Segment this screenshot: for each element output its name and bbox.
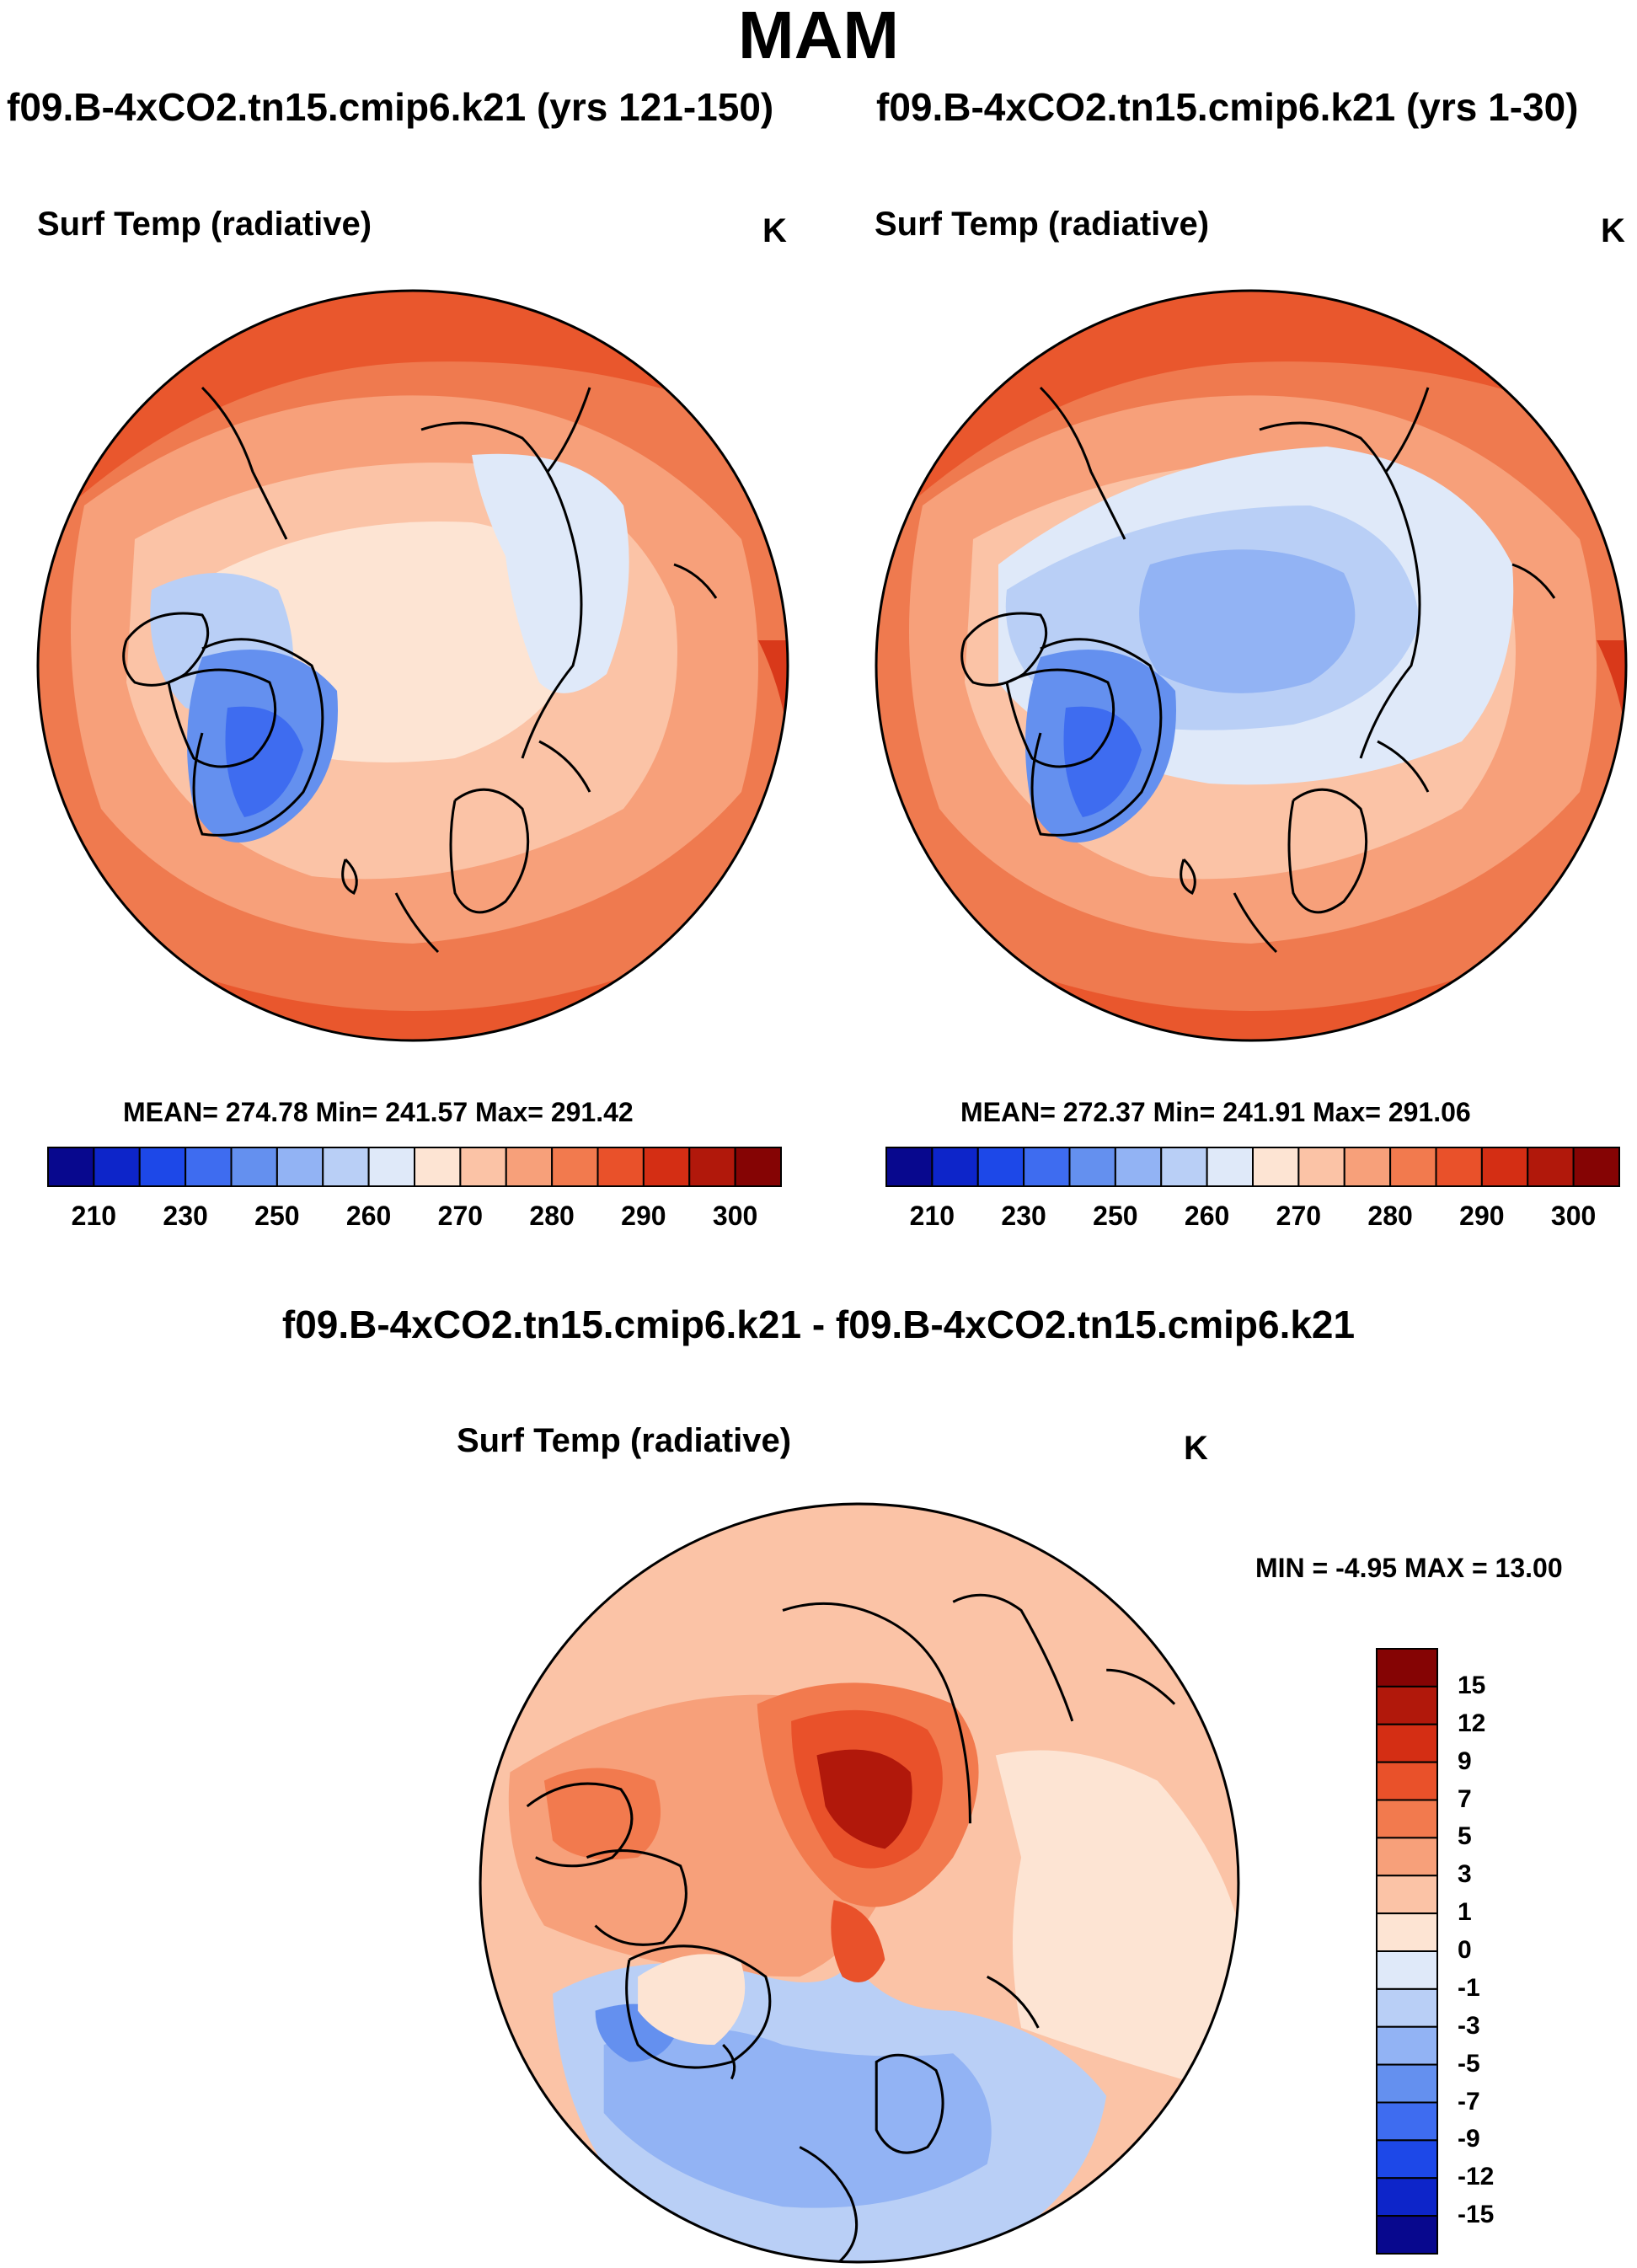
panel1-colorbar-swatch [367,1147,415,1187]
panel1-colorbar-tick-label: 290 [621,1201,666,1231]
difference-colorbar-tick-label: -1 [1458,1973,1480,2002]
panel2-colorbar-tick-label: 260 [1184,1201,1230,1231]
panel1-colorbar-swatch [596,1147,645,1187]
panel1-colorbar-tick-label: 270 [437,1201,484,1231]
panel2-colorbar-swatch [1389,1147,1437,1187]
difference-colorbar-swatch [1376,1987,1438,2028]
difference-colorbar-swatch [1376,2063,1438,2104]
panel1-stats: MEAN= 274.78 Min= 241.57 Max= 291.42 [123,1097,634,1127]
difference-colorbar-swatch [1376,1912,1438,1952]
difference-colorbar-tick-label: -7 [1458,2087,1480,2116]
difference-colorbar-tick-label: 1 [1458,1898,1472,1927]
panel1-colorbar-swatch [459,1147,507,1187]
panel2-colorbar-swatch [1343,1147,1392,1187]
panel1-colorbar-swatch [551,1147,599,1187]
difference-variable-label: Surf Temp (radiative) [457,1422,792,1459]
panel2-colorbar-tick-label: 280 [1367,1201,1413,1231]
difference-colorbar-tick-label: 9 [1458,1746,1472,1775]
difference-colorbar-tick-label: -9 [1458,2125,1480,2153]
panel1-colorbar-swatch [230,1147,278,1187]
panel1-colorbar-swatch [322,1147,370,1187]
panel1-colorbar-swatch [185,1147,233,1187]
difference-colorbar-tick-label: 3 [1458,1860,1472,1889]
difference-colorbar-tick-label: 15 [1458,1671,1486,1699]
difference-colorbar-tick-label: -15 [1458,2201,1495,2229]
difference-colorbar-swatch [1376,2215,1438,2255]
difference-colorbar-swatch [1376,1875,1438,1915]
difference-colorbar-tick-label: -12 [1458,2163,1495,2191]
panel2-case-title: f09.B-4xCO2.tn15.cmip6.k21 (yrs 1-30) [876,85,1579,129]
panel2-colorbar-tick-label: 270 [1276,1201,1322,1231]
panel2-colorbar-swatch [1297,1147,1345,1187]
panel2-colorbar-tick-label: 300 [1550,1201,1597,1231]
difference-colorbar-tick-label: 5 [1458,1822,1472,1851]
difference-stats: MIN = -4.95 MAX = 13.00 [1255,1553,1563,1583]
difference-case-title: f09.B-4xCO2.tn15.cmip6.k21 - f09.B-4xCO2… [281,1302,1356,1346]
panel1-colorbar-swatch [642,1147,691,1187]
panel2-colorbar-swatch [1114,1147,1163,1187]
panel1-colorbar [47,1147,782,1187]
panel1-polar-map [36,289,789,1042]
panel2-variable-label: Surf Temp (radiative) [875,206,1210,243]
panel2-colorbar-swatch [1206,1147,1254,1187]
panel1-case-title: f09.B-4xCO2.tn15.cmip6.k21 (yrs 121-150) [7,85,774,129]
difference-colorbar-swatch [1376,1685,1438,1725]
difference-colorbar-tick-label: 7 [1458,1784,1472,1813]
panel1-colorbar-swatch [276,1147,324,1187]
panel2-colorbar-tick-label: 210 [909,1201,955,1231]
difference-colorbar-swatch [1376,1950,1438,1990]
panel2-colorbar-swatch [1572,1147,1620,1187]
difference-polar-map [479,1502,1240,2264]
difference-units-label: K [1184,1430,1208,1467]
panel2-colorbar-tick-label: 250 [1093,1201,1138,1231]
panel1-colorbar-swatch [47,1147,95,1187]
panel1-colorbar-tick-label: 230 [163,1201,208,1231]
panel1-colorbar-swatch [93,1147,141,1187]
panel1-colorbar-tick-label: 300 [712,1201,758,1231]
difference-colorbar-swatch [1376,1837,1438,1877]
panel1-units-label: K [762,212,787,249]
panel1-colorbar-swatch [734,1147,782,1187]
difference-colorbar-tick-label: -5 [1458,2049,1480,2078]
panel2-colorbar [885,1147,1620,1187]
difference-colorbar-swatch [1376,1648,1438,1688]
difference-colorbar-swatch [1376,2025,1438,2066]
panel1-colorbar-swatch [138,1147,187,1187]
panel2-colorbar-swatch [1527,1147,1575,1187]
panel2-colorbar-swatch [1068,1147,1116,1187]
panel2-colorbar-tick-label: 290 [1459,1201,1505,1231]
panel1-colorbar-swatch [688,1147,736,1187]
panel1-colorbar-tick-label: 260 [345,1201,392,1231]
panel1-colorbar-swatch [505,1147,554,1187]
difference-colorbar-swatch [1376,2177,1438,2217]
panel1-variable-label: Surf Temp (radiative) [37,206,372,243]
panel2-colorbar-swatch [1160,1147,1208,1187]
difference-colorbar-swatch [1376,1761,1438,1801]
difference-colorbar-tick-label: 12 [1458,1709,1486,1737]
panel2-colorbar-tick-label: 230 [1001,1201,1046,1231]
difference-colorbar-tick-label: -3 [1458,2011,1480,2040]
panel2-units-label: K [1601,212,1625,249]
panel2-colorbar-swatch [1252,1147,1300,1187]
difference-colorbar-swatch [1376,1723,1438,1763]
figure-title: MAM [737,0,900,72]
panel2-colorbar-swatch [1435,1147,1483,1187]
panel1-colorbar-tick-label: 280 [529,1201,575,1231]
panel2-colorbar-swatch [1023,1147,1071,1187]
panel2-colorbar-swatch [976,1147,1025,1187]
difference-colorbar-swatch [1376,1799,1438,1839]
panel2-polar-map [875,289,1628,1042]
difference-colorbar [1376,1648,1438,2255]
panel2-colorbar-swatch [931,1147,979,1187]
difference-colorbar-swatch [1376,2101,1438,2142]
panel2-colorbar-swatch [885,1147,934,1187]
panel1-colorbar-tick-label: 250 [254,1201,300,1231]
difference-colorbar-tick-label: 0 [1458,1936,1472,1964]
difference-colorbar-swatch [1376,2139,1438,2180]
panel1-colorbar-swatch [414,1147,462,1187]
panel2-stats: MEAN= 272.37 Min= 241.91 Max= 291.06 [960,1097,1471,1127]
panel2-colorbar-swatch [1480,1147,1529,1187]
panel1-colorbar-tick-label: 210 [71,1201,117,1231]
